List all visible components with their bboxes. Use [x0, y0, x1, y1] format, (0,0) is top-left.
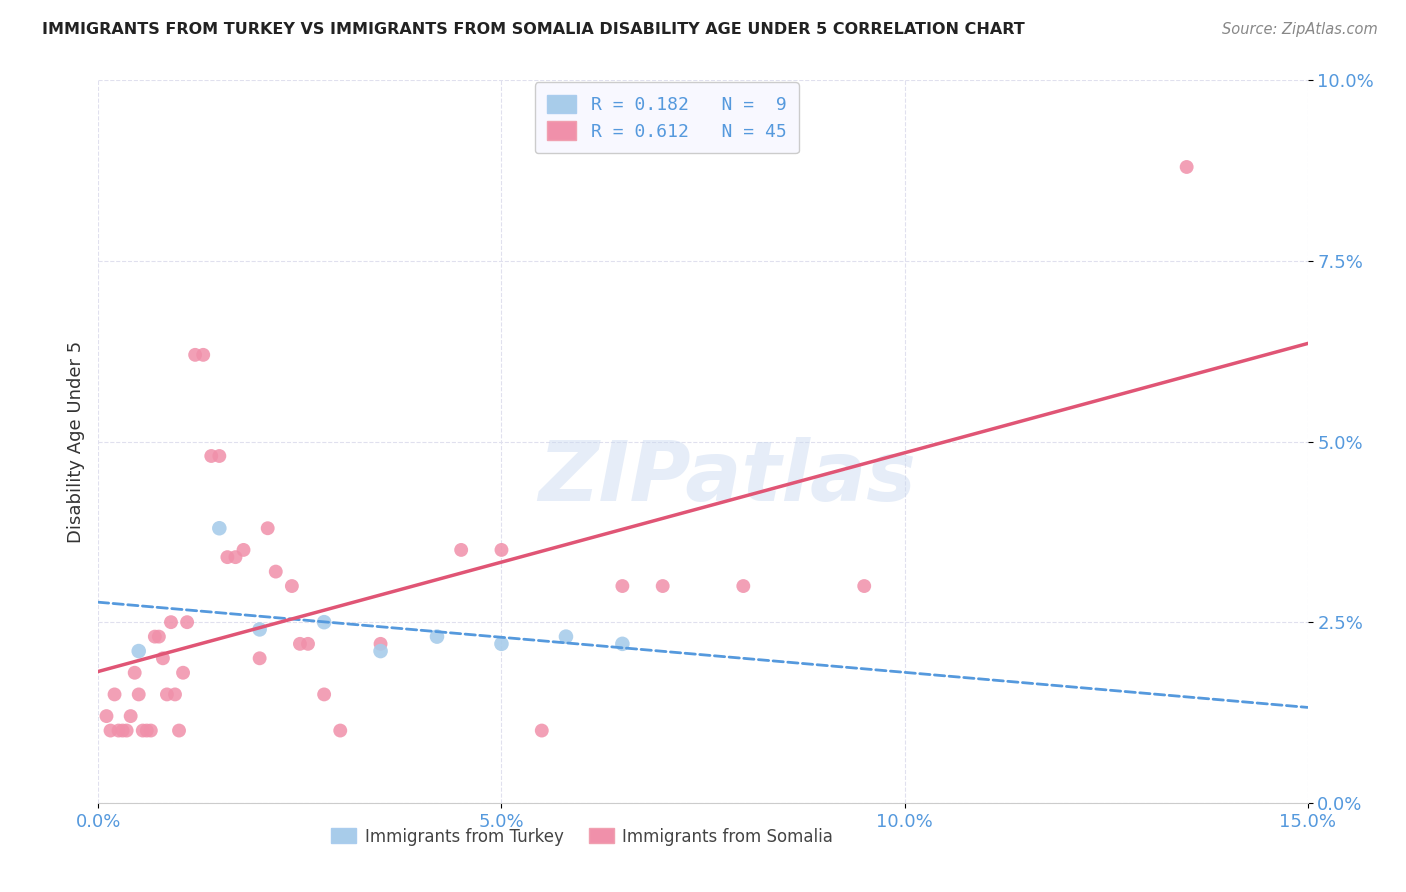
- Point: [124, 665, 146, 680]
- Point: [232, 542, 254, 557]
- Point: [249, 651, 271, 665]
- Point: [288, 637, 311, 651]
- Point: [107, 723, 129, 738]
- Point: [163, 687, 186, 701]
- Point: [651, 579, 673, 593]
- Point: [612, 637, 634, 651]
- Point: [128, 644, 150, 658]
- Point: [148, 630, 170, 644]
- Point: [120, 709, 142, 723]
- Point: [491, 637, 513, 651]
- Point: [160, 615, 183, 630]
- Point: [733, 579, 755, 593]
- Text: IMMIGRANTS FROM TURKEY VS IMMIGRANTS FROM SOMALIA DISABILITY AGE UNDER 5 CORRELA: IMMIGRANTS FROM TURKEY VS IMMIGRANTS FRO…: [42, 22, 1025, 37]
- Point: [156, 687, 179, 701]
- Point: [530, 723, 553, 738]
- Point: [1175, 160, 1198, 174]
- Point: [853, 579, 876, 593]
- Point: [143, 630, 166, 644]
- Point: [135, 723, 157, 738]
- Point: [208, 449, 231, 463]
- Point: [208, 521, 231, 535]
- Point: [103, 687, 125, 701]
- Point: [100, 723, 122, 738]
- Point: [111, 723, 134, 738]
- Y-axis label: Disability Age Under 5: Disability Age Under 5: [66, 341, 84, 542]
- Point: [184, 348, 207, 362]
- Point: [115, 723, 138, 738]
- Point: [128, 687, 150, 701]
- Point: [281, 579, 304, 593]
- Point: [314, 615, 336, 630]
- Text: Source: ZipAtlas.com: Source: ZipAtlas.com: [1222, 22, 1378, 37]
- Point: [224, 550, 246, 565]
- Point: [200, 449, 222, 463]
- Point: [612, 579, 634, 593]
- Point: [217, 550, 239, 565]
- Point: [491, 542, 513, 557]
- Point: [256, 521, 278, 535]
- Point: [370, 637, 392, 651]
- Point: [264, 565, 287, 579]
- Point: [193, 348, 215, 362]
- Point: [167, 723, 190, 738]
- Point: [152, 651, 174, 665]
- Text: ZIPatlas: ZIPatlas: [538, 437, 917, 518]
- Point: [555, 630, 578, 644]
- Point: [176, 615, 198, 630]
- Point: [172, 665, 194, 680]
- Legend: Immigrants from Turkey, Immigrants from Somalia: Immigrants from Turkey, Immigrants from …: [325, 821, 839, 852]
- Point: [249, 623, 271, 637]
- Point: [139, 723, 162, 738]
- Point: [314, 687, 336, 701]
- Point: [297, 637, 319, 651]
- Point: [370, 644, 392, 658]
- Point: [329, 723, 352, 738]
- Point: [426, 630, 449, 644]
- Point: [132, 723, 155, 738]
- Point: [450, 542, 472, 557]
- Point: [96, 709, 118, 723]
